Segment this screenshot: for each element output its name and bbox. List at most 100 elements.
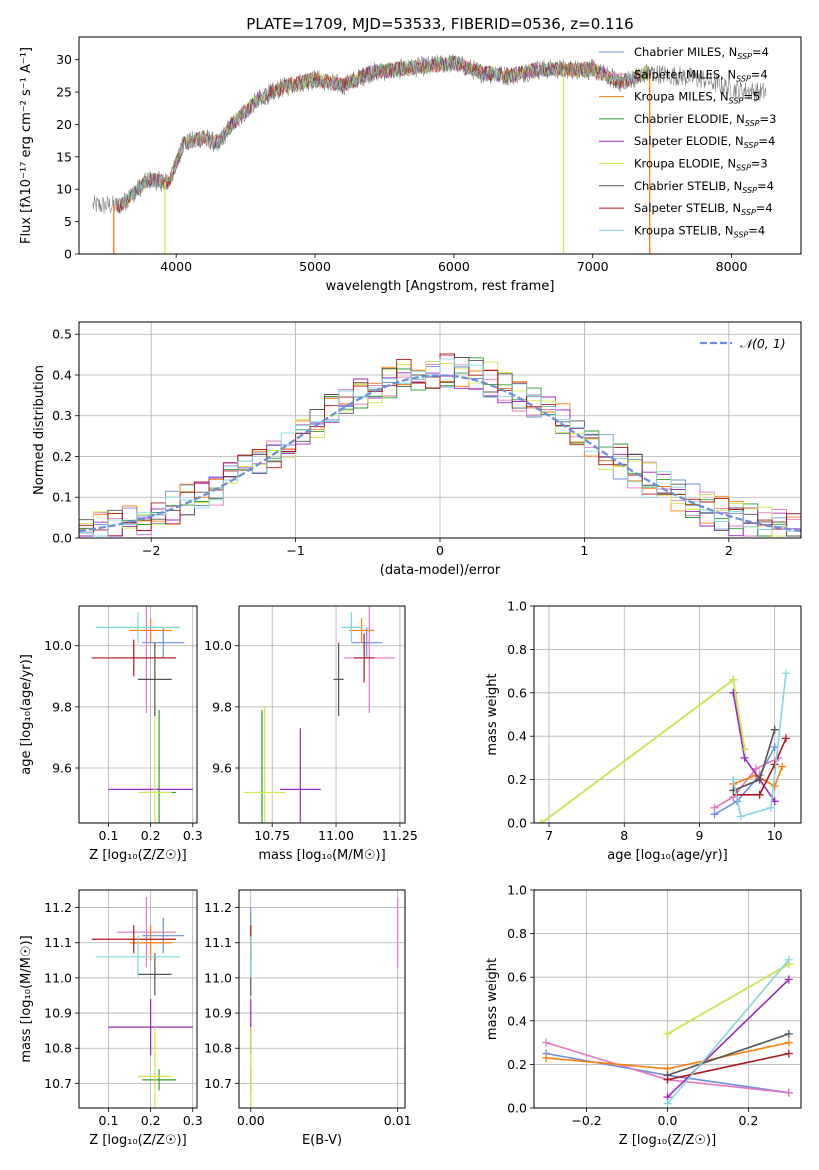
y-axis-label: Flux [fλ10⁻¹⁷ erg cm⁻² s⁻¹ A⁻¹] [19,47,34,244]
legend-label-tail: =3 [751,157,768,171]
y-tick-label: 11.2 [44,900,72,915]
y-tick-label: 9.8 [52,699,72,714]
weight-marker [755,790,764,799]
y-tick-label: 10 [56,182,72,197]
y-tick-label: 10.7 [44,1076,72,1091]
y-axis-label: Normed distribution [32,365,47,495]
legend-label-sub: SSP [736,164,751,173]
errorbar-point [341,612,362,643]
errorbar-point [95,612,181,643]
errorbar-point [138,642,172,717]
weight-marker [755,775,764,784]
x-tick-label: 0.2 [738,1113,758,1128]
weight-marker [781,669,790,678]
legend-label-main: Salpeter STELIB, N [634,201,741,215]
x-tick-label: 0 [436,543,444,558]
weight-line [667,1033,790,1077]
legend-label-main: Salpeter ELODIE, N [634,134,744,148]
weight-line [714,746,776,815]
plot-frame [78,36,802,255]
legend-label-main: Chabrier STELIB, N [634,179,742,193]
y-tick-label: 11.0 [44,970,72,985]
y-tick-label: 0.4 [52,367,72,382]
x-tick-label: 10.75 [254,828,290,843]
legend-label-sub: SSP [729,97,744,106]
x-tick-label: 0.1 [99,828,119,843]
legend-label-main: Kroupa ELODIE, N [634,157,736,171]
y-tick-label: 10.8 [44,1041,72,1056]
y-tick-label: 9.8 [212,699,232,714]
x-tick-label: 0.3 [183,1113,203,1128]
y-tick-label: 0.2 [507,772,527,787]
weight-marker [784,1049,793,1058]
y-tick-label: 9.6 [212,760,232,775]
legend-label-sub: SSP [742,186,757,195]
x-tick-label: 4000 [160,259,192,274]
weight-marker [770,725,779,734]
plot-area-residuals [79,353,801,537]
weight-marker [778,762,787,771]
y-tick-label: 0.1 [52,490,72,505]
weight-marker [729,775,738,784]
legend-label: Chabrier ELODIE, NSSP=3 [634,112,776,128]
errorbar-point [351,627,383,658]
weight-marker [663,1099,672,1108]
legend-label: Salpeter MILES, NSSP=4 [634,67,768,83]
legend-label-main: Salpeter MILES, N [634,67,736,81]
y-tick-label: 0.5 [52,327,72,342]
y-tick-label: 11.1 [44,935,72,950]
weight-marker [542,1053,551,1062]
weight-line [732,673,787,818]
legend-label-tail: =5 [743,90,760,104]
y-tick-label: 10.0 [204,638,232,653]
y-tick-label: 0.0 [52,531,72,546]
y-tick-label: 0.4 [507,729,527,744]
legend-label-tail: =4 [748,223,765,237]
legend-label: Kroupa STELIB, NSSP=4 [634,223,765,239]
x-tick-label: −0.2 [571,1113,601,1128]
x-tick-label: 11.25 [382,828,418,843]
weight-line [541,678,746,823]
errorbar-point [244,706,285,823]
x-tick-label: 7 [545,828,553,843]
x-tick-label: 8000 [716,259,748,274]
x-tick-label: 1 [580,543,588,558]
plot-frame [238,889,406,1109]
x-tick-label: 0.2 [141,828,161,843]
plot-area-mass_vs_ebv [250,897,399,1108]
errorbar-point [116,897,176,968]
weight-marker [663,1029,672,1038]
y-tick-label: 9.6 [52,760,72,775]
weight-marker [537,819,546,823]
x-tick-label: 11.00 [318,828,354,843]
x-tick-label: −1 [286,543,304,558]
errorbar-point [333,642,344,717]
legend-label-sub: SSP [745,119,760,128]
legend-label-sub: SSP [736,74,751,83]
plot-area-age_vs_Z [91,606,193,823]
legend-label: Kroupa ELODIE, NSSP=3 [634,157,768,173]
errorbar-point [129,925,172,961]
y-tick-label: 25 [56,85,72,100]
weight-line [667,963,790,1035]
errorbar-point [142,1069,176,1091]
x-tick-label: 9 [695,828,703,843]
plot-frame [78,605,198,824]
legend-label: Salpeter ELODIE, NSSP=4 [634,134,775,150]
y-tick-label: 10.9 [44,1006,72,1021]
weight-line [732,692,776,802]
model-spectrum-line [116,56,649,209]
x-tick-label: 8 [620,828,628,843]
legend-label-main: Kroupa STELIB, N [634,223,734,237]
chart-mass_weight_vs_Z: −0.2 0.0 0.2 0.0 0.2 0.4 0.6 0.8 1.0 Z [log₁₀(Z/Z… [485,883,802,1148]
y-tick-label: 15 [56,149,72,164]
legend-label-sub: SSP [741,208,756,217]
legend-label-tail: =4 [756,201,773,215]
x-tick-label: 0.00 [237,1113,265,1128]
x-tick-label: 7000 [577,259,609,274]
chart-age_vs_mass: 10.75 11.00 11.25 9.6 9.8 10.0 mass [log₁₀(M/M… [204,605,418,863]
x-tick-label: 10 [767,828,783,843]
y-axis-label: mass [log₁₀(M/M☉)] [19,935,34,1062]
y-tick-label: 0.0 [507,816,527,831]
weight-marker [784,1038,793,1047]
